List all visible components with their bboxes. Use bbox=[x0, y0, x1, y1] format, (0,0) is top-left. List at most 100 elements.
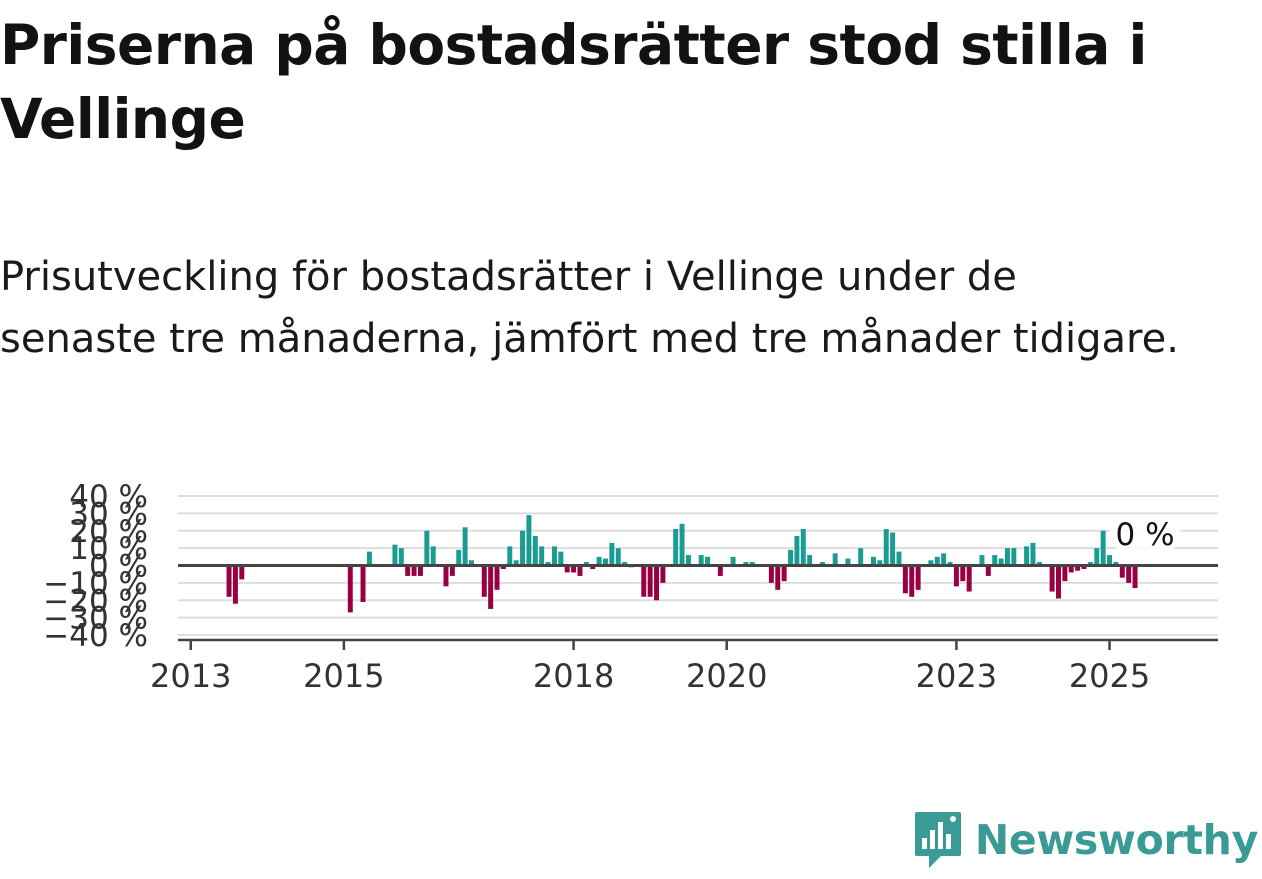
bar bbox=[845, 558, 851, 566]
bar bbox=[615, 548, 621, 566]
bar bbox=[698, 555, 704, 566]
y-tick-label: −40 % bbox=[43, 618, 148, 654]
y-tick-label: 0 % bbox=[89, 549, 148, 585]
bar bbox=[1081, 565, 1087, 569]
bar bbox=[1126, 565, 1132, 583]
bar bbox=[909, 565, 915, 597]
bar bbox=[500, 565, 506, 569]
chart-title: Priserna på bostadsrätter stod stilla i … bbox=[0, 13, 1147, 151]
bar-chart: 40 %30 %20 %10 %0 %−10 %−20 %−30 %−40 % … bbox=[43, 479, 1218, 695]
bar bbox=[858, 548, 864, 566]
bar bbox=[953, 565, 959, 587]
bar bbox=[360, 565, 366, 602]
y-tick-label: 30 % bbox=[69, 496, 148, 532]
bar bbox=[1094, 548, 1100, 566]
bar bbox=[488, 565, 494, 609]
bar bbox=[985, 565, 991, 576]
bar bbox=[832, 553, 838, 566]
bar bbox=[890, 532, 896, 566]
bar bbox=[1068, 565, 1074, 573]
bar bbox=[1119, 565, 1125, 578]
bar bbox=[934, 556, 940, 566]
bar bbox=[775, 565, 781, 590]
annotation-label: 0 % bbox=[1116, 517, 1175, 553]
bar bbox=[551, 546, 557, 566]
bar bbox=[998, 558, 1004, 566]
bar bbox=[596, 556, 602, 566]
bar bbox=[992, 555, 998, 566]
bar bbox=[622, 562, 628, 566]
bar bbox=[941, 553, 947, 566]
bar bbox=[577, 565, 583, 576]
bar bbox=[794, 535, 800, 566]
bar bbox=[768, 565, 774, 583]
bar bbox=[1075, 565, 1081, 571]
bar bbox=[788, 549, 794, 566]
bar bbox=[424, 530, 430, 566]
bar bbox=[1087, 562, 1093, 566]
brand: Newsworthy bbox=[913, 809, 1258, 871]
bar bbox=[896, 551, 902, 566]
bars bbox=[226, 515, 1138, 613]
bar bbox=[902, 565, 908, 594]
bar bbox=[1011, 548, 1017, 566]
bar bbox=[1036, 562, 1042, 566]
bar bbox=[558, 551, 564, 566]
bar bbox=[673, 529, 679, 566]
bar bbox=[979, 555, 985, 566]
bar bbox=[883, 529, 889, 566]
bar bbox=[564, 565, 570, 573]
bar bbox=[654, 565, 660, 601]
bar bbox=[405, 565, 411, 576]
brand-name: Newsworthy bbox=[974, 816, 1258, 864]
y-tick-label: 40 % bbox=[69, 479, 148, 515]
bar bbox=[449, 565, 455, 576]
bar bbox=[1062, 565, 1068, 582]
bar bbox=[539, 546, 545, 566]
bar bbox=[232, 565, 238, 604]
bar bbox=[392, 544, 398, 566]
bar bbox=[226, 565, 232, 597]
bar bbox=[947, 562, 953, 566]
bar bbox=[1024, 546, 1030, 566]
bar bbox=[966, 565, 972, 592]
x-tick-label: 2023 bbox=[916, 657, 997, 695]
bar bbox=[1030, 542, 1036, 566]
bar bbox=[507, 546, 513, 566]
bar bbox=[239, 565, 245, 580]
bar bbox=[469, 560, 474, 566]
bar bbox=[915, 565, 921, 590]
bar bbox=[928, 560, 934, 566]
bar bbox=[602, 558, 608, 566]
bar bbox=[647, 565, 653, 597]
y-tick-label: 20 % bbox=[69, 514, 148, 550]
bar bbox=[641, 565, 647, 597]
bar bbox=[462, 527, 468, 566]
y-tick-label: −30 % bbox=[43, 601, 148, 637]
bar bbox=[430, 546, 436, 566]
bar bbox=[807, 555, 813, 566]
bar bbox=[494, 565, 500, 590]
bar bbox=[749, 562, 755, 566]
bar bbox=[1056, 565, 1061, 599]
x-tick-label: 2013 bbox=[150, 657, 231, 695]
y-axis-labels: 40 %30 %20 %10 %0 %−10 %−20 %−30 %−40 % bbox=[43, 479, 148, 654]
bar bbox=[545, 562, 551, 566]
bar bbox=[1049, 565, 1055, 592]
bar bbox=[347, 565, 353, 613]
bar bbox=[1004, 548, 1010, 566]
bar bbox=[366, 551, 372, 566]
bar bbox=[743, 562, 749, 566]
bar bbox=[1100, 530, 1106, 566]
bar bbox=[443, 565, 449, 587]
bar bbox=[781, 565, 787, 582]
bar bbox=[526, 515, 532, 566]
bar bbox=[513, 560, 519, 566]
bar bbox=[481, 565, 487, 597]
x-axis-labels: 2013 2015 2018 2020 2023 2025 bbox=[150, 657, 1150, 695]
newsworthy-logo-icon bbox=[914, 812, 961, 868]
bar bbox=[609, 542, 615, 566]
bar bbox=[679, 523, 685, 566]
bar bbox=[705, 556, 711, 566]
bar bbox=[660, 565, 666, 583]
